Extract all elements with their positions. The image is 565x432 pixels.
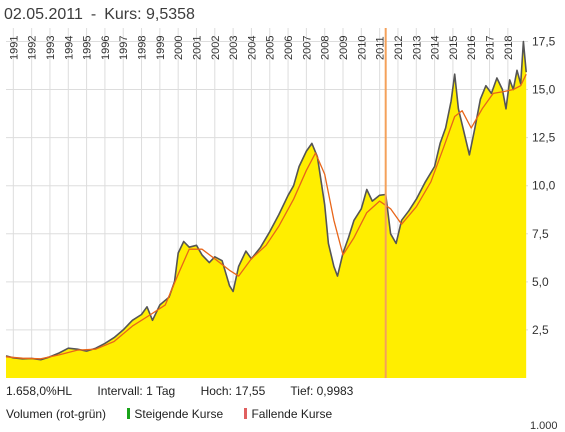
x-tick-labels: 1991 1992 1993 1994 1995 1996 1997 1998 1999 2000… [8, 36, 515, 60]
moving-average-line [5, 73, 527, 360]
falling-swatch [244, 408, 248, 419]
x-tick-label: 2017 [485, 36, 497, 60]
cursor-date: 02.05.2011 [4, 6, 83, 23]
area-layer [5, 40, 527, 378]
y-tick-label: 15,0 [532, 83, 556, 97]
rising-swatch [127, 408, 131, 419]
high-value: Hoch: 17,55 [200, 384, 266, 398]
x-tick-label: 1999 [155, 36, 167, 60]
rising-label: Steigende Kurse [134, 407, 224, 421]
x-tick-label: 1995 [82, 36, 94, 60]
x-tick-label: 1993 [45, 36, 57, 60]
x-tick-label: 2006 [283, 36, 295, 60]
x-tick-label: 1997 [118, 36, 130, 60]
y-tick-label: 17,5 [532, 34, 556, 48]
legend: Volumen (rot-grün) Steigende Kurse Falle… [6, 407, 332, 421]
x-tick-label: 2004 [246, 36, 258, 60]
header-separator: - [90, 6, 97, 23]
price-line [5, 40, 527, 361]
low-value: Tief: 0,9983 [290, 384, 354, 398]
x-tick-label: 2016 [466, 36, 478, 60]
x-tick-label: 1994 [63, 36, 75, 60]
x-tick-label: 2007 [301, 36, 313, 60]
volume-label: Volumen (rot-grün) [6, 407, 107, 421]
hl-ratio: 1.658,0%HL [6, 384, 73, 398]
x-tick-label: 2008 [320, 36, 332, 60]
x-tick-label: 1991 [8, 36, 20, 60]
y-tick-label: 7,5 [532, 227, 549, 241]
x-tick-label: 2015 [448, 36, 460, 60]
y-tick-labels: 2,5 5,0 7,5 10,0 12,5 15,0 17,5 [532, 34, 556, 336]
y-tick-label: 2,5 [532, 323, 549, 337]
y-tick-label: 10,0 [532, 179, 556, 193]
x-tick-label: 2001 [191, 36, 203, 60]
x-tick-label: 2012 [393, 36, 405, 60]
x-tick-label: 2018 [503, 36, 515, 60]
cursor-price: Kurs: 9,5358 [104, 6, 195, 23]
chart-header: 02.05.2011- Kurs: 9,5358 [4, 2, 195, 28]
volume-axis-label: 1.000 [530, 420, 558, 432]
y-tick-label: 12,5 [532, 131, 556, 145]
x-tick-label: 2003 [228, 36, 240, 60]
x-tick-label: 1992 [27, 36, 39, 60]
price-area-fill [6, 41, 527, 378]
stats-bar: 1.658,0%HL Intervall: 1 Tag Hoch: 17,55 … [6, 384, 375, 398]
x-tick-label: 2009 [338, 36, 350, 60]
interval-label: Intervall: 1 Tag [97, 384, 176, 398]
x-tick-label: 2005 [265, 36, 277, 60]
y-tick-label: 5,0 [532, 275, 549, 289]
x-tick-label: 2010 [356, 36, 368, 60]
x-tick-label: 1998 [137, 36, 149, 60]
x-tick-label: 2011 [375, 36, 387, 60]
x-tick-label: 2002 [210, 36, 222, 60]
x-tick-label: 2000 [173, 36, 185, 60]
falling-label: Fallende Kurse [251, 407, 333, 421]
x-tick-label: 2014 [430, 36, 442, 60]
x-tick-label: 1996 [100, 36, 112, 60]
x-tick-label: 2013 [411, 36, 423, 60]
